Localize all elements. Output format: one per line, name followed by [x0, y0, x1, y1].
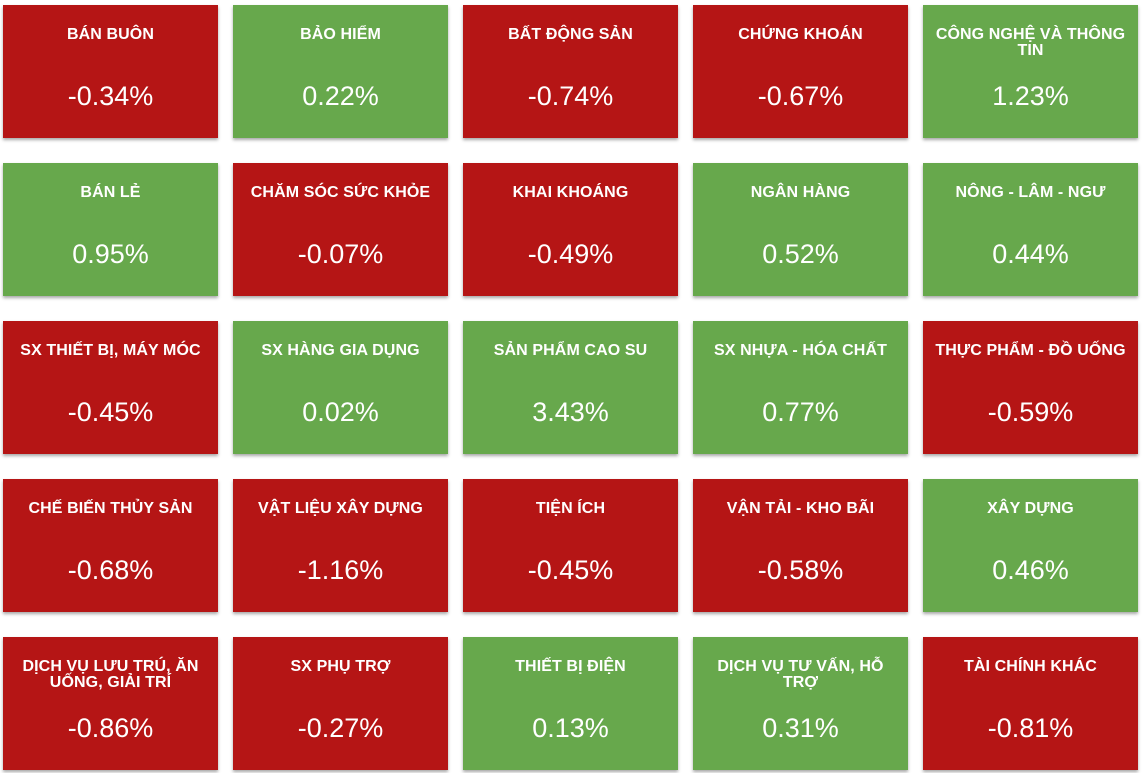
- sector-change-value: 0.44%: [992, 239, 1069, 269]
- sector-tile[interactable]: BÁN LẺ 0.95%: [3, 163, 218, 296]
- sector-change-value: -0.07%: [297, 239, 384, 269]
- sector-change-value: -0.49%: [527, 239, 614, 269]
- sector-tile[interactable]: XÂY DỰNG 0.46%: [923, 479, 1138, 612]
- sector-name: VẬN TẢI - KHO BÃI: [726, 500, 875, 517]
- sector-tile[interactable]: TÀI CHÍNH KHÁC -0.81%: [923, 637, 1138, 770]
- sector-change-value: -0.86%: [67, 713, 154, 743]
- sector-tile[interactable]: VẬN TẢI - KHO BÃI -0.58%: [693, 479, 908, 612]
- sector-name: THỰC PHẨM - ĐỒ UỐNG: [935, 342, 1126, 359]
- sector-change-value: -1.16%: [297, 555, 384, 585]
- sector-tile[interactable]: BẢO HIỂM 0.22%: [233, 5, 448, 138]
- sector-name: BẤT ĐỘNG SẢN: [508, 26, 633, 43]
- sector-change-value: 3.43%: [532, 397, 609, 427]
- sector-name: VẬT LIỆU XÂY DỰNG: [258, 500, 423, 517]
- sector-name: CHĂM SÓC SỨC KHỎE: [250, 184, 431, 201]
- sector-name: THIẾT BỊ ĐIỆN: [515, 658, 626, 675]
- sector-tile[interactable]: BẤT ĐỘNG SẢN -0.74%: [463, 5, 678, 138]
- sector-change-value: 0.46%: [992, 555, 1069, 585]
- sector-name: BẢO HIỂM: [300, 26, 381, 43]
- sector-name: CÔNG NGHỆ VÀ THÔNG TIN: [935, 26, 1126, 59]
- sector-tile[interactable]: BÁN BUÔN -0.34%: [3, 5, 218, 138]
- sector-tile[interactable]: SX THIẾT BỊ, MÁY MÓC -0.45%: [3, 321, 218, 454]
- sector-change-value: -0.34%: [67, 81, 154, 111]
- sector-tile[interactable]: SẢN PHẨM CAO SU 3.43%: [463, 321, 678, 454]
- sector-change-value: -0.81%: [987, 713, 1074, 743]
- sector-change-value: 0.02%: [302, 397, 379, 427]
- sector-change-value: -0.59%: [987, 397, 1074, 427]
- sector-name: CHẾ BIẾN THỦY SẢN: [28, 500, 193, 517]
- sector-name: NGÂN HÀNG: [750, 184, 851, 201]
- sector-name: XÂY DỰNG: [987, 500, 1074, 517]
- sector-tile[interactable]: CÔNG NGHỆ VÀ THÔNG TIN 1.23%: [923, 5, 1138, 138]
- sector-change-value: 0.22%: [302, 81, 379, 111]
- sector-tile[interactable]: SX NHỰA - HÓA CHẤT 0.77%: [693, 321, 908, 454]
- sector-tile[interactable]: KHAI KHOÁNG -0.49%: [463, 163, 678, 296]
- sector-change-value: -0.68%: [67, 555, 154, 585]
- sector-name: CHỨNG KHOÁN: [738, 26, 863, 43]
- sector-tile[interactable]: THỰC PHẨM - ĐỒ UỐNG -0.59%: [923, 321, 1138, 454]
- sector-name: SX THIẾT BỊ, MÁY MÓC: [20, 342, 201, 359]
- sector-name: SX NHỰA - HÓA CHẤT: [714, 342, 887, 359]
- sector-change-value: 0.95%: [72, 239, 149, 269]
- sector-tile[interactable]: DỊCH VỤ TƯ VẤN, HỖ TRỢ 0.31%: [693, 637, 908, 770]
- sector-change-value: -0.45%: [527, 555, 614, 585]
- sector-change-value: -0.67%: [757, 81, 844, 111]
- sector-name: KHAI KHOÁNG: [512, 184, 629, 201]
- sector-name: BÁN LẺ: [80, 184, 141, 201]
- sector-change-value: 0.13%: [532, 713, 609, 743]
- sector-change-value: -0.74%: [527, 81, 614, 111]
- sector-change-value: -0.27%: [297, 713, 384, 743]
- sector-tile[interactable]: NGÂN HÀNG 0.52%: [693, 163, 908, 296]
- sector-change-value: 0.31%: [762, 713, 839, 743]
- sector-name: SX PHỤ TRỢ: [290, 658, 391, 675]
- sector-name: TIỆN ÍCH: [535, 500, 606, 517]
- sector-change-value: 1.23%: [992, 81, 1069, 111]
- sector-change-value: 0.77%: [762, 397, 839, 427]
- sector-tile[interactable]: CHỨNG KHOÁN -0.67%: [693, 5, 908, 138]
- sector-tile[interactable]: SX PHỤ TRỢ -0.27%: [233, 637, 448, 770]
- sector-name: DỊCH VỤ LƯU TRÚ, ĂN UỐNG, GIẢI TRÍ: [22, 658, 199, 691]
- sector-tile[interactable]: VẬT LIỆU XÂY DỰNG -1.16%: [233, 479, 448, 612]
- sector-name: TÀI CHÍNH KHÁC: [964, 658, 1097, 675]
- sector-tile[interactable]: CHĂM SÓC SỨC KHỎE -0.07%: [233, 163, 448, 296]
- sector-tile[interactable]: THIẾT BỊ ĐIỆN 0.13%: [463, 637, 678, 770]
- sector-tile[interactable]: SX HÀNG GIA DỤNG 0.02%: [233, 321, 448, 454]
- sector-name: NÔNG - LÂM - NGƯ: [955, 184, 1106, 201]
- sector-tile[interactable]: DỊCH VỤ LƯU TRÚ, ĂN UỐNG, GIẢI TRÍ -0.86%: [3, 637, 218, 770]
- sector-tile[interactable]: TIỆN ÍCH -0.45%: [463, 479, 678, 612]
- sector-name: BÁN BUÔN: [66, 26, 155, 43]
- sector-name: DỊCH VỤ TƯ VẤN, HỖ TRỢ: [717, 658, 884, 691]
- sector-change-value: 0.52%: [762, 239, 839, 269]
- sector-name: SX HÀNG GIA DỤNG: [261, 342, 420, 359]
- sector-tile[interactable]: NÔNG - LÂM - NGƯ 0.44%: [923, 163, 1138, 296]
- sector-name: SẢN PHẨM CAO SU: [493, 342, 648, 359]
- sector-change-value: -0.58%: [757, 555, 844, 585]
- sector-change-value: -0.45%: [67, 397, 154, 427]
- sector-tile[interactable]: CHẾ BIẾN THỦY SẢN -0.68%: [3, 479, 218, 612]
